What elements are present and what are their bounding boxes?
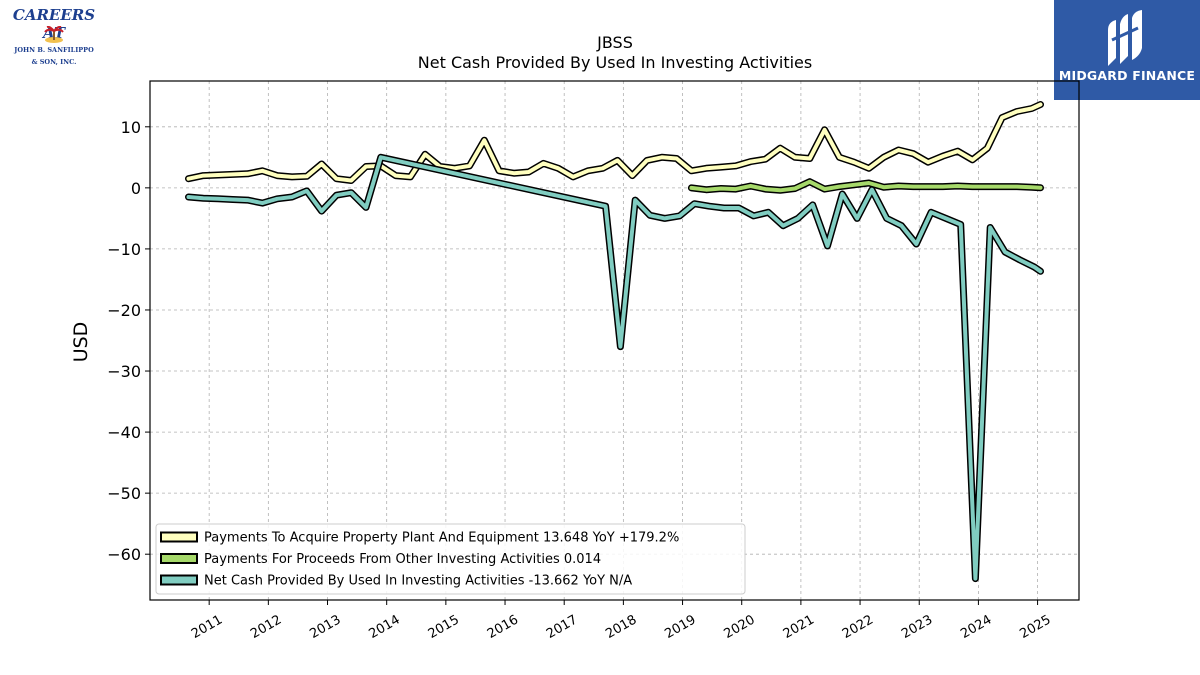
y-tick-label: −50 — [107, 484, 141, 503]
legend-swatch — [160, 574, 198, 586]
x-tick-label: 2020 — [722, 612, 758, 642]
palm-tree-icon — [44, 26, 64, 43]
x-tick-label: 2013 — [307, 612, 343, 642]
chart-subtitle: Net Cash Provided By Used In Investing A… — [418, 53, 812, 72]
midgard-brand-text: MIDGARD FINANCE — [1058, 68, 1196, 83]
y-tick-label: −20 — [107, 301, 141, 320]
x-tick-label: 2012 — [248, 612, 284, 642]
x-tick-label: 2022 — [840, 612, 876, 642]
y-tick-label: −10 — [107, 240, 141, 259]
x-tick-label: 2011 — [189, 612, 225, 642]
midgard-mark-icon — [1108, 10, 1142, 66]
y-tick-label: 0 — [131, 179, 141, 198]
midgard-finance-logo: MIDGARD FINANCE — [1054, 0, 1200, 100]
y-axis: 10 0 −10 −20 −30 −40 −50 −60 — [107, 118, 150, 564]
x-tick-label: 2016 — [485, 612, 521, 642]
y-tick-label: −30 — [107, 362, 141, 381]
chart-title: JBSS — [596, 33, 633, 52]
legend-swatch — [160, 553, 198, 564]
y-tick-label: −60 — [107, 545, 141, 564]
legend-label: Payments For Proceeds From Other Investi… — [204, 552, 601, 567]
series-2-line — [186, 155, 1043, 581]
x-tick-label: 2021 — [781, 612, 817, 642]
y-axis-label: USD — [70, 322, 92, 363]
x-axis: 2011 2012 2013 2014 2015 2016 2017 2018 2019 2020… — [189, 600, 1054, 642]
x-tick-label: 2024 — [958, 612, 994, 642]
x-tick-label: 2019 — [662, 612, 698, 642]
x-tick-label: 2025 — [1017, 612, 1053, 642]
careers-logo-company-suffix: & SON, INC. — [31, 58, 77, 66]
careers-logo: CAREERS AT JOHN B. SANFILIPPO & SON, INC… — [4, 6, 104, 70]
careers-logo-company: JOHN B. SANFILIPPO — [14, 46, 94, 54]
legend-label: Payments To Acquire Property Plant And E… — [204, 531, 679, 546]
y-tick-label: −40 — [107, 423, 141, 442]
x-tick-label: 2015 — [426, 612, 462, 642]
legend-swatch — [160, 531, 198, 543]
legend-label: Net Cash Provided By Used In Investing A… — [204, 574, 632, 589]
plot-frame — [149, 80, 1080, 601]
series-layer — [185, 101, 1044, 583]
series-0-line — [186, 102, 1043, 183]
legend-box — [155, 523, 746, 595]
series-1-line — [689, 179, 1043, 193]
x-tick-label: 2018 — [603, 612, 639, 642]
x-tick-label: 2017 — [544, 612, 580, 642]
series-2-outline — [185, 153, 1044, 583]
y-tick-label: 10 — [121, 118, 141, 137]
x-tick-label: 2014 — [367, 612, 403, 642]
x-tick-label: 2023 — [899, 612, 935, 642]
legend: Payments To Acquire Property Plant And E… — [155, 523, 746, 595]
